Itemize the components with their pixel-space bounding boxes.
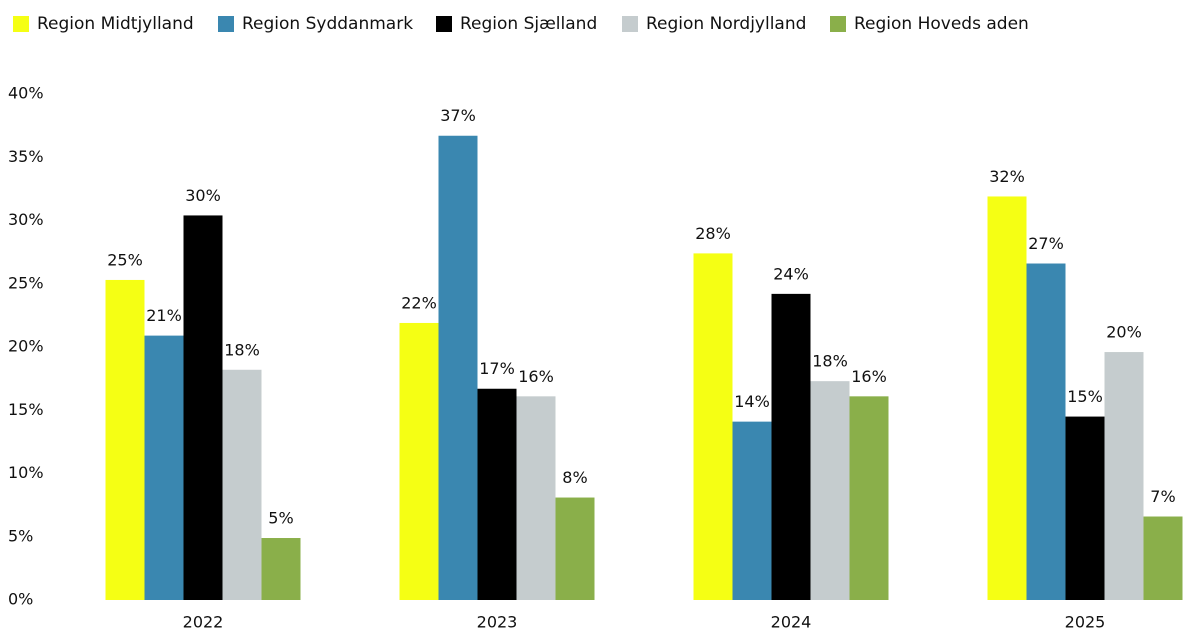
value-label: 21% [146,306,182,325]
y-tick-label: 30% [8,210,44,229]
bar [222,369,262,600]
y-tick-label: 40% [8,84,44,103]
legend-swatch [13,16,29,32]
value-label: 17% [479,359,515,378]
legend-label: Region Hoveds aden [854,14,1029,34]
bar [261,538,301,600]
legend-swatch [436,16,452,32]
x-tick-label: 2024 [771,613,812,632]
legend-label: Region Nordjylland [646,14,806,34]
y-tick-label: 0% [8,590,33,609]
value-label: 32% [989,167,1025,186]
value-label: 14% [734,392,770,411]
bar [771,293,811,600]
x-tick-label: 2025 [1065,613,1106,632]
value-label: 18% [812,352,848,371]
y-tick-label: 20% [8,337,44,356]
value-label: 37% [440,106,476,125]
value-label: 18% [224,340,260,359]
legend-swatch [218,16,234,32]
bar [810,381,850,600]
value-label: 24% [773,264,809,283]
value-label: 5% [268,509,293,528]
bar [516,396,556,600]
bar [183,215,223,600]
y-tick-label: 15% [8,400,44,419]
legend-label: Region Midtjylland [37,14,194,34]
value-label: 30% [185,186,221,205]
value-label: 25% [107,250,143,269]
y-tick-label: 10% [8,463,44,482]
value-label: 16% [851,367,887,386]
bar [438,135,478,600]
value-label: 16% [518,367,554,386]
bar [849,396,889,600]
bar [987,196,1027,600]
bar [399,322,439,600]
y-tick-label: 25% [8,273,44,292]
bar [1026,263,1066,600]
bar [1143,516,1183,600]
bar [693,253,733,600]
legend-label: Region Sjælland [460,14,597,34]
legend-label: Region Syddanmark [242,14,413,34]
y-tick-label: 35% [8,147,44,166]
legend-swatch [830,16,846,32]
x-tick-label: 2022 [183,613,224,632]
value-label: 8% [562,468,587,487]
bar [144,335,184,600]
value-label: 22% [401,293,437,312]
bar [1104,352,1144,600]
value-label: 27% [1028,234,1064,253]
y-tick-label: 5% [8,526,33,545]
bar [732,421,772,600]
value-label: 20% [1106,323,1142,342]
bar [105,279,145,600]
bar [1065,416,1105,600]
value-label: 7% [1150,487,1175,506]
x-tick-label: 2023 [477,613,518,632]
bar [477,388,517,600]
bar [555,497,595,600]
legend-swatch [622,16,638,32]
value-label: 15% [1067,387,1103,406]
value-label: 28% [695,224,731,243]
